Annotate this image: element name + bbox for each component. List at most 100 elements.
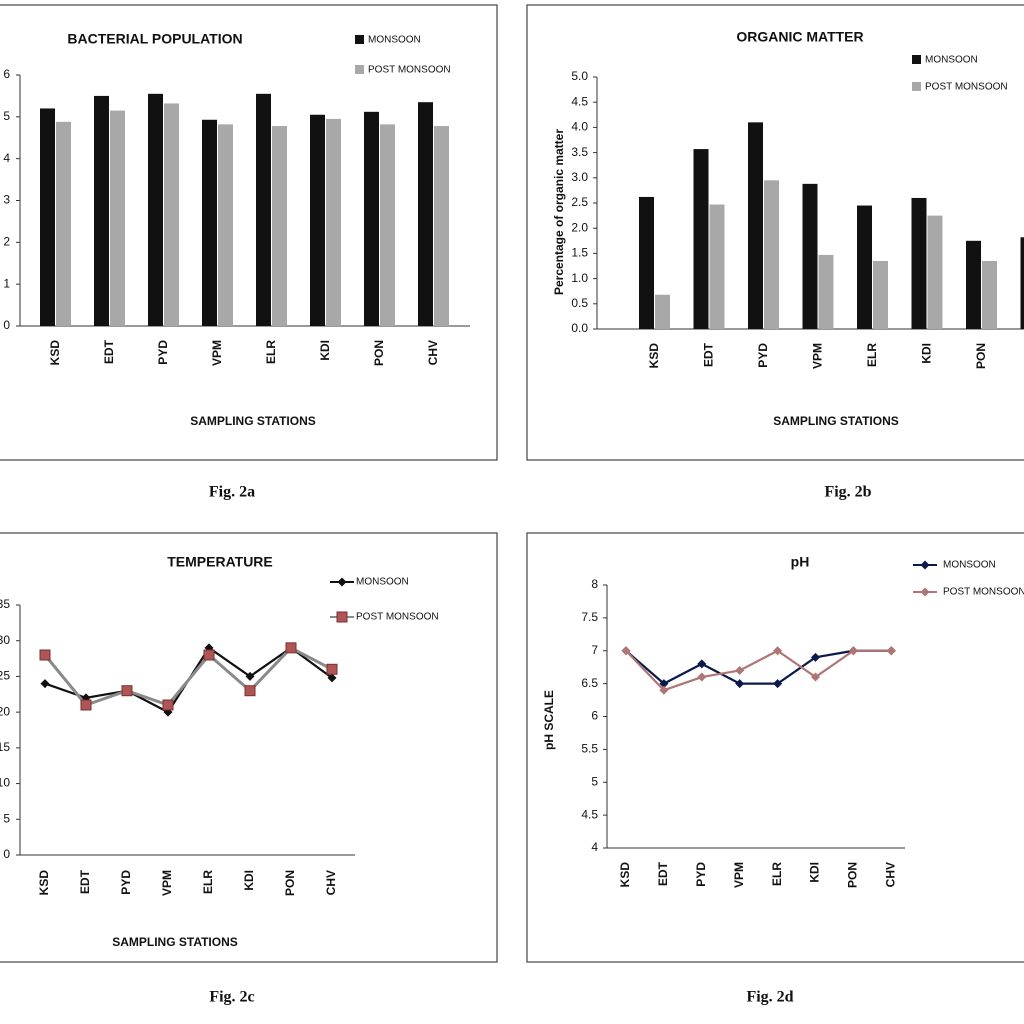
bar xyxy=(639,196,654,329)
y-tick-label: 15 xyxy=(0,740,10,754)
y-tick-label: 5.5 xyxy=(581,742,598,756)
chart-title: BACTERIAL POPULATION xyxy=(67,31,242,47)
y-tick-label: 1 xyxy=(3,276,10,290)
x-tick-label: PON xyxy=(974,343,988,369)
legend-label: POST MONSOON xyxy=(943,587,1024,598)
x-tick-label: KDI xyxy=(318,340,332,361)
chart-title: pH xyxy=(791,554,810,570)
chart-panel: ORGANIC MATTER Fig. 2b SAMPLING STATIONS Pe… xyxy=(526,4,1024,501)
y-tick-label: 20 xyxy=(0,704,10,718)
bar xyxy=(818,254,834,329)
y-tick-label: 3.5 xyxy=(571,145,588,159)
y-tick-label: 25 xyxy=(0,669,10,683)
bar xyxy=(857,205,872,329)
data-point xyxy=(245,671,255,681)
legend-swatch xyxy=(355,35,364,44)
data-point xyxy=(773,646,783,656)
panel-frame xyxy=(526,532,1024,963)
data-point xyxy=(121,685,133,697)
y-tick-label: 6 xyxy=(3,67,10,81)
y-tick-label: 2 xyxy=(3,235,10,249)
x-tick-label: KSD xyxy=(618,862,632,888)
bar xyxy=(709,204,725,329)
x-axis-label: SAMPLING STATIONS xyxy=(112,935,238,949)
bar xyxy=(256,93,271,326)
data-point xyxy=(811,652,820,662)
data-point xyxy=(735,679,745,689)
chart-title: ORGANIC MATTER xyxy=(736,29,863,45)
y-axis-label: Percentage of organic matter xyxy=(552,129,566,295)
data-point xyxy=(80,699,92,711)
chart-panel: BACTERIAL POPULATION Fig. 2a SAMPLING STAT… xyxy=(0,4,498,501)
y-tick-label: 0.0 xyxy=(571,321,588,335)
x-tick-label: VPM xyxy=(811,343,825,369)
bar xyxy=(310,114,325,326)
legend-swatch xyxy=(912,82,921,91)
legend-marker xyxy=(920,560,930,570)
data-point xyxy=(659,685,669,695)
x-tick-label: KDI xyxy=(920,343,934,364)
x-tick-label: PYD xyxy=(119,870,133,895)
chart-panel: TEMPERATURE Fig. 2c SAMPLING STATIONS 0 5 10 1… xyxy=(0,532,498,1006)
data-point xyxy=(659,679,669,689)
y-tick-label: 4 xyxy=(591,840,598,854)
legend-label: MONSOON xyxy=(356,577,409,588)
x-tick-label: KDI xyxy=(242,870,256,891)
y-tick-label: 0 xyxy=(3,847,10,861)
x-tick-label: PON xyxy=(283,870,297,896)
legend-label: POST MONSOON xyxy=(356,612,439,623)
y-axis-label: pH SCALE xyxy=(542,690,556,750)
bar xyxy=(1020,237,1024,329)
figure-caption: Fig. 2b xyxy=(824,484,871,501)
x-tick-label: EDT xyxy=(702,342,716,367)
data-point xyxy=(162,699,174,711)
y-tick-label: 5 xyxy=(3,109,10,123)
legend-marker xyxy=(920,587,930,597)
legend-label: MONSOON xyxy=(943,560,996,571)
legend-label: POST MONSOON xyxy=(368,65,451,76)
y-tick-label: 5.0 xyxy=(571,69,588,83)
x-tick-label: EDT xyxy=(656,861,670,886)
x-tick-label: KSD xyxy=(647,343,661,369)
y-tick-label: 2.5 xyxy=(571,195,588,209)
bar xyxy=(218,124,233,326)
bar xyxy=(272,126,287,326)
bar xyxy=(748,122,763,329)
panel-frame xyxy=(0,4,498,461)
x-tick-label: PYD xyxy=(156,340,170,365)
bar xyxy=(164,103,179,327)
figure-caption: Fig. 2a xyxy=(209,484,255,501)
x-tick-label: PYD xyxy=(694,862,708,887)
legend-swatch xyxy=(912,55,921,64)
bar xyxy=(56,121,71,326)
legend-marker xyxy=(337,577,347,587)
bar xyxy=(94,95,109,327)
bar xyxy=(40,108,55,326)
y-tick-label: 7 xyxy=(591,643,598,657)
chart-panel: pH Fig. 2d pH SCALE 4 4.5 5 5.5 6 6.5 7 7.5 8 KSD EDT… xyxy=(526,532,1024,1006)
y-tick-label: 0 xyxy=(3,318,10,332)
chart-title: TEMPERATURE xyxy=(167,554,273,570)
x-tick-label: CHV xyxy=(426,340,440,365)
data-point xyxy=(848,646,858,656)
y-tick-label: 1.0 xyxy=(571,271,588,285)
bar xyxy=(693,149,709,329)
data-point xyxy=(773,679,783,689)
y-tick-label: 6.5 xyxy=(581,676,598,690)
x-tick-label: EDT xyxy=(102,339,116,364)
x-tick-label: EDT xyxy=(78,869,92,894)
y-tick-label: 4.5 xyxy=(581,807,598,821)
x-tick-label: ELR xyxy=(865,343,879,367)
data-point xyxy=(39,649,51,661)
bar xyxy=(202,119,217,327)
x-tick-label: PON xyxy=(372,340,386,366)
data-point xyxy=(735,665,745,675)
x-tick-label: VPM xyxy=(160,870,174,896)
bar xyxy=(982,260,997,329)
bar xyxy=(326,118,341,326)
x-tick-label: CHV xyxy=(324,870,338,895)
y-tick-label: 3.0 xyxy=(571,170,588,184)
bar xyxy=(966,240,981,329)
y-tick-label: 1.5 xyxy=(571,246,588,260)
bar xyxy=(927,215,943,329)
